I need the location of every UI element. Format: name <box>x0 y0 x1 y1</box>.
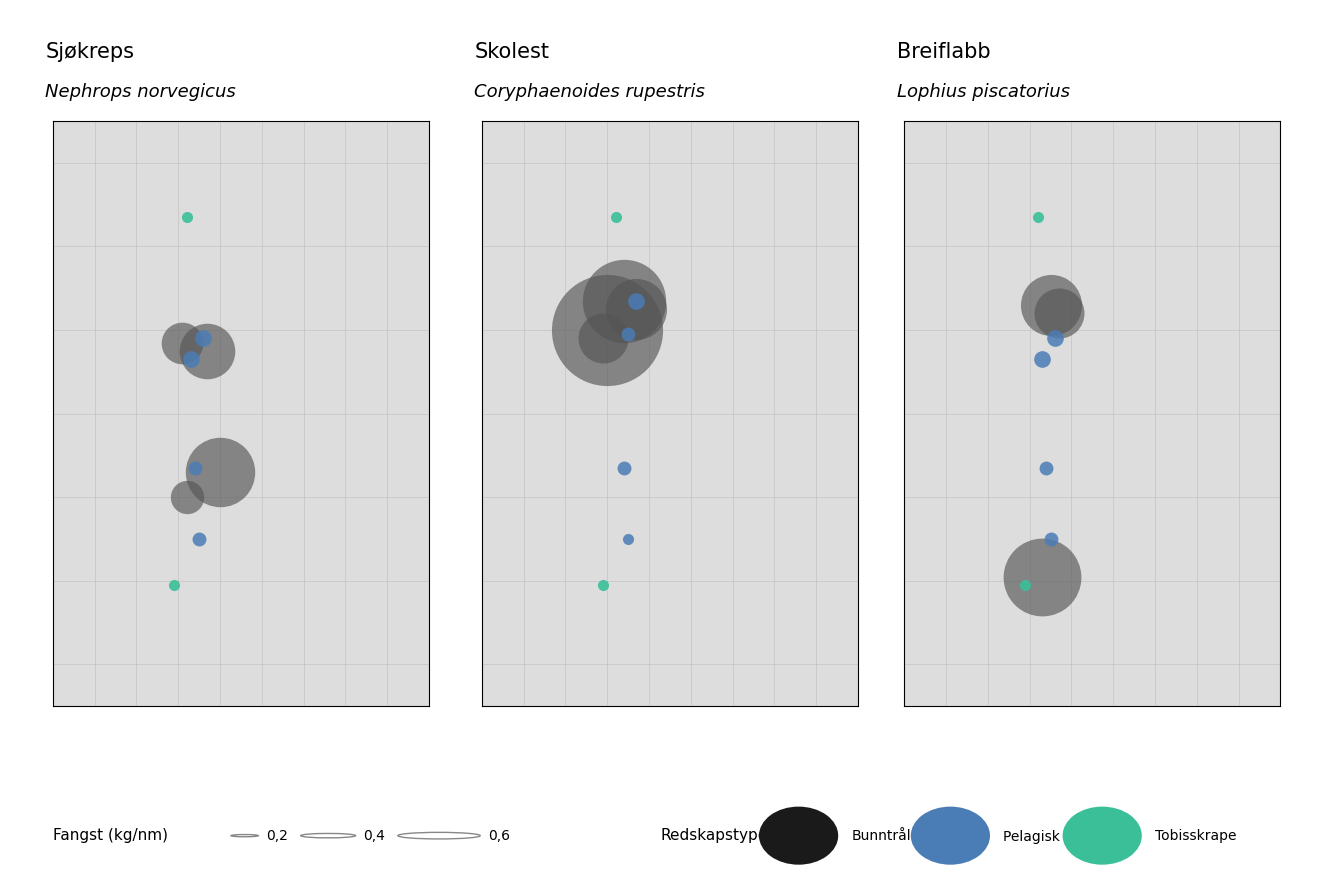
Point <box>1044 332 1065 346</box>
Text: Fangst (kg/nm): Fangst (kg/nm) <box>53 828 168 843</box>
Text: Skolest: Skolest <box>474 42 549 62</box>
Text: Bunntrål: Bunntrål <box>851 829 911 843</box>
Point <box>1032 352 1053 366</box>
Point <box>176 210 197 224</box>
Point <box>189 532 210 546</box>
Point <box>605 210 626 224</box>
Point <box>618 532 639 546</box>
Point <box>1015 578 1036 592</box>
Point <box>176 490 197 504</box>
Text: 0,2: 0,2 <box>267 829 288 843</box>
Text: Nephrops norvegicus: Nephrops norvegicus <box>45 83 236 100</box>
Text: 0,6: 0,6 <box>488 829 510 843</box>
Ellipse shape <box>911 807 990 865</box>
Point <box>1040 298 1061 312</box>
Point <box>593 332 614 346</box>
Point <box>618 327 639 341</box>
Point <box>1048 306 1069 320</box>
Text: 0,4: 0,4 <box>363 829 385 843</box>
Point <box>614 294 635 308</box>
Point <box>1036 461 1057 475</box>
Point <box>180 352 202 366</box>
Text: Lophius piscatorius: Lophius piscatorius <box>896 83 1069 100</box>
Text: Breiflabb: Breiflabb <box>896 42 990 62</box>
Text: Sjøkreps: Sjøkreps <box>45 42 135 62</box>
Point <box>197 344 218 358</box>
Text: Tobisskrape: Tobisskrape <box>1155 829 1237 843</box>
Ellipse shape <box>759 807 838 865</box>
Point <box>164 578 185 592</box>
Text: Pelagisk trål: Pelagisk trål <box>1003 828 1088 844</box>
Point <box>172 335 193 349</box>
Point <box>1040 532 1061 546</box>
Point <box>185 461 206 475</box>
Text: Coryphaenoides rupestris: Coryphaenoides rupestris <box>474 83 705 100</box>
Point <box>626 302 647 316</box>
Point <box>593 578 614 592</box>
Point <box>210 465 231 479</box>
Point <box>193 331 214 345</box>
Ellipse shape <box>1063 807 1142 865</box>
Point <box>1032 569 1053 583</box>
Point <box>614 461 635 475</box>
Point <box>597 323 618 337</box>
Point <box>626 294 647 308</box>
Point <box>1027 210 1048 224</box>
Text: Redskapstype: Redskapstype <box>660 828 767 843</box>
